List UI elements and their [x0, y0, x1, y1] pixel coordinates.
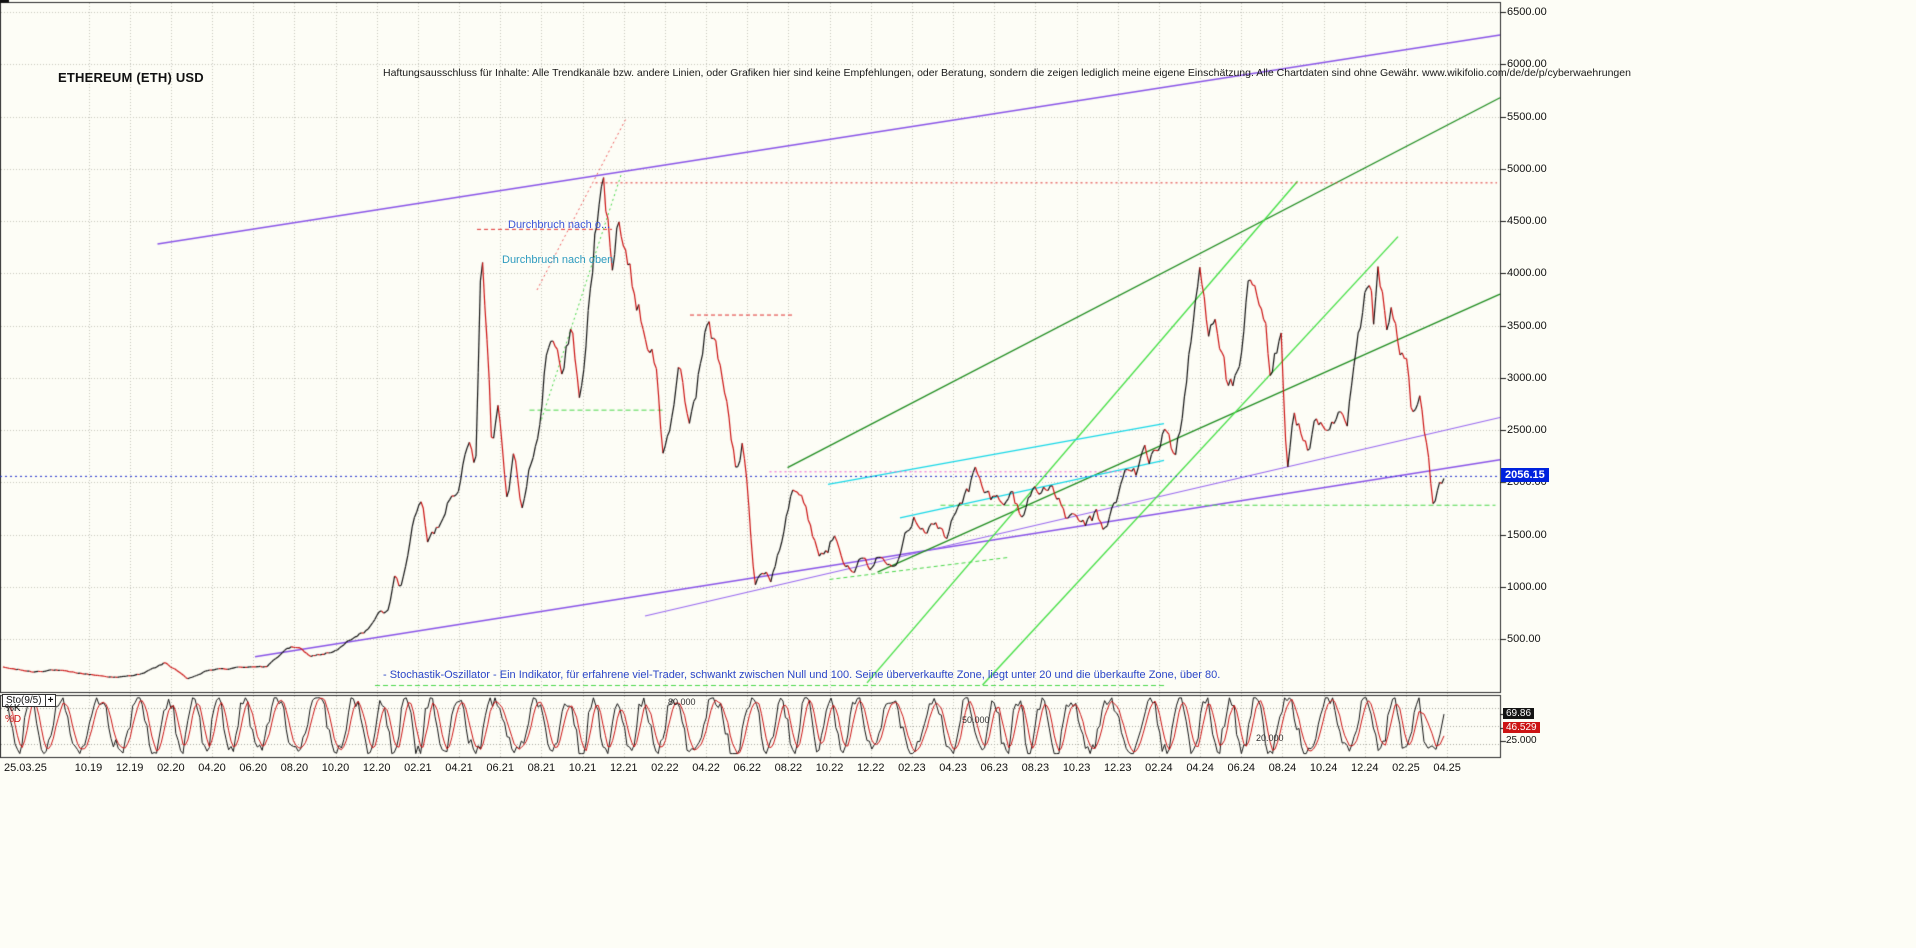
price-axis-label: 500.00: [1507, 633, 1541, 645]
time-axis-label: 10.24: [1309, 762, 1338, 774]
stochastic-k-label: %K: [5, 703, 21, 714]
price-axis-label: 6000.00: [1507, 58, 1547, 71]
time-axis-label: 04.24: [1186, 762, 1214, 774]
stochastic-level-label: 20.000: [1256, 733, 1284, 743]
time-axis-label: 06.23: [980, 762, 1008, 774]
time-axis-label: 08.22: [774, 762, 803, 774]
price-axis-label: 3500.00: [1507, 319, 1547, 332]
time-axis-label: 12.20: [362, 762, 391, 774]
time-axis-label: 12.22: [856, 762, 885, 774]
current-price-tag: 2056.15: [1501, 468, 1549, 483]
time-axis-label: 25.03.25: [4, 762, 47, 774]
time-axis-label: 06.22: [733, 762, 761, 774]
stochastic-indicator-label: Sto(9/5) +: [2, 694, 57, 707]
price-axis-label: 1000.00: [1507, 580, 1547, 593]
chart-title: ETHEREUM (ETH) USD: [58, 70, 204, 85]
stochastic-description: - Stochastik-Oszillator - Ein Indikator,…: [383, 669, 1221, 681]
time-axis-label: 10.21: [568, 762, 597, 774]
price-axis-label: 1500.00: [1507, 528, 1547, 541]
price-axis-label: 5500.00: [1507, 110, 1547, 123]
stochastic-d-label: %D: [5, 714, 22, 725]
time-axis-label: 10.22: [815, 762, 844, 774]
time-axis-label: 04.22: [692, 762, 720, 774]
stochastic-level-label: 80.000: [668, 697, 696, 707]
time-axis-label: 10.23: [1062, 762, 1091, 774]
price-axis-label: 3000.00: [1507, 371, 1547, 384]
time-axis-label: 08.24: [1268, 762, 1297, 774]
stochastic-k-value: 69.86: [1503, 708, 1535, 720]
time-axis-label: 04.21: [445, 762, 473, 774]
price-axis-label: 2500.00: [1507, 424, 1547, 436]
time-axis-label: 08.23: [1021, 762, 1050, 774]
time-axis-label: 02.20: [157, 762, 185, 774]
time-axis-label: 10.20: [321, 762, 350, 774]
stochastic-d-value: 46.529: [1503, 722, 1540, 734]
time-axis-label: 06.20: [239, 762, 267, 774]
time-axis-label: 04.23: [939, 762, 967, 774]
disclaimer-text: Haftungsausschluss für Inhalte: Alle Tre…: [383, 67, 1631, 79]
time-axis-label: 08.20: [280, 762, 309, 774]
time-axis-label: 12.24: [1351, 762, 1379, 774]
price-axis-label: 4000.00: [1507, 267, 1547, 280]
time-axis-label: 06.24: [1227, 762, 1256, 774]
time-axis-label: 02.22: [651, 762, 679, 774]
stochastic-low-value: 25.000: [1506, 735, 1537, 746]
indicator-name: Sto(9/5): [6, 695, 42, 706]
time-axis-label: 02.23: [898, 762, 926, 774]
indicator-expand-button[interactable]: +: [44, 695, 56, 706]
price-axis-label: 4500.00: [1507, 215, 1547, 227]
price-axis-label: 5000.00: [1507, 162, 1547, 175]
time-axis-label: 06.21: [486, 762, 514, 774]
time-axis-label: 02.21: [404, 762, 432, 774]
annotation-breakout-lower: Durchbruch nach oben: [502, 254, 614, 266]
annotation-breakout-upper: Durchbruch nach o...: [508, 219, 611, 231]
time-axis-label: 02.25: [1392, 762, 1420, 774]
price-axis-label: 6500.00: [1507, 6, 1547, 18]
time-axis-label: 04.25: [1433, 762, 1461, 774]
time-axis-label: 12.21: [609, 762, 638, 774]
time-axis-label: 08.21: [527, 762, 556, 774]
time-axis-label: 02.24: [1145, 762, 1173, 774]
time-axis-label: 12.23: [1103, 762, 1132, 774]
stochastic-level-label: 50.000: [962, 715, 990, 725]
time-axis-label: 12.19: [115, 762, 144, 774]
time-axis-label: 10.19: [74, 762, 103, 774]
time-axis-label: 04.20: [198, 762, 226, 774]
